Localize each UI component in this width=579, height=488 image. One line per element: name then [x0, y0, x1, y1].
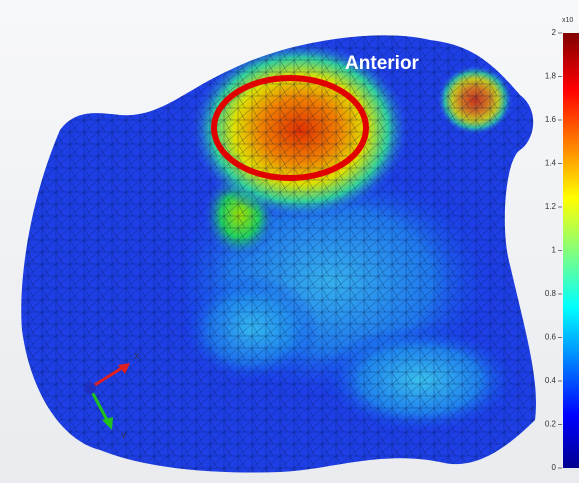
tick-label: 0.8	[545, 289, 557, 298]
tick-label: 0.2	[545, 420, 557, 429]
tick-label: 1.8	[545, 72, 557, 81]
x-label: X	[134, 352, 140, 361]
tick-label: 1	[552, 246, 557, 255]
tick-label: 1.4	[545, 159, 557, 168]
tick-label: 2	[552, 28, 557, 37]
tick-label: 0.6	[545, 333, 557, 342]
colorbar-exponent: x10	[562, 17, 573, 24]
tick-label: 1.2	[545, 202, 557, 211]
axis-triad: X Y	[84, 352, 140, 441]
colorbar-scale	[563, 33, 579, 468]
colorbar: x10 0 0.2 0.4 0.6 0.8 1 1.2 1.4 1.6 1.8 2	[545, 17, 579, 472]
annotation: Anterior	[345, 53, 420, 74]
tick-label: 1.6	[545, 115, 557, 124]
highlight-ellipse	[211, 75, 369, 181]
tick-label: 0	[552, 463, 557, 472]
tick-label: 0.4	[545, 376, 557, 385]
y-label: Y	[121, 432, 127, 441]
